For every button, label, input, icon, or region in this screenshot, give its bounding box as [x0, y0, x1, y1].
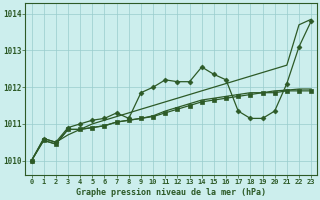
- X-axis label: Graphe pression niveau de la mer (hPa): Graphe pression niveau de la mer (hPa): [76, 188, 266, 197]
